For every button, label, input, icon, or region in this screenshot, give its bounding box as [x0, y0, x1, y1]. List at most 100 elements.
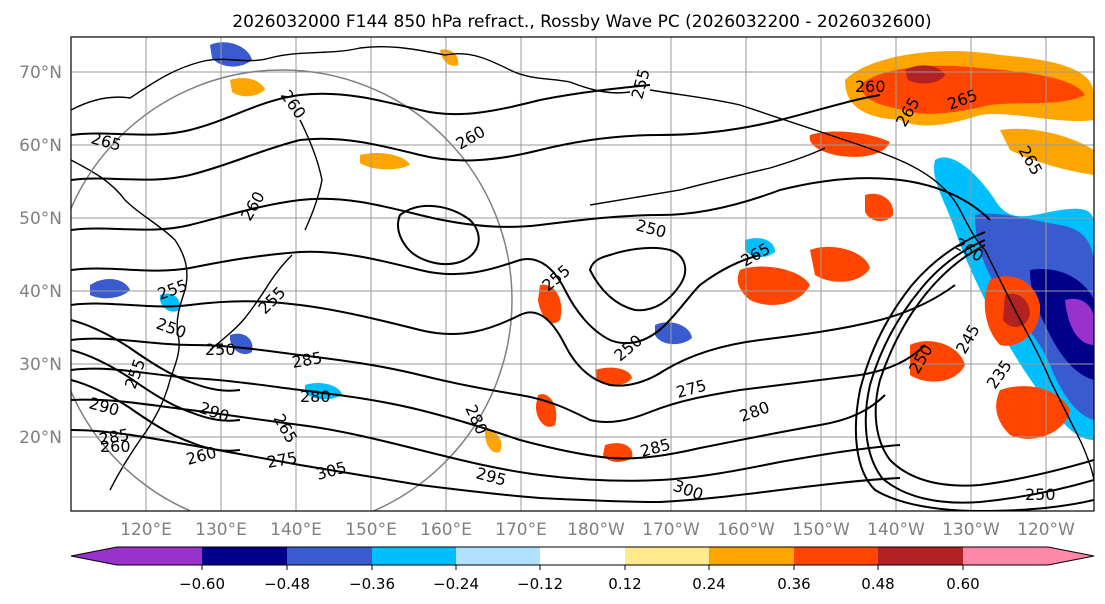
gridlines	[71, 37, 1094, 511]
colorbar-segment	[709, 547, 794, 565]
map-panel: 265 260 260 255 260 265 265 265 260 250 …	[70, 36, 1095, 512]
coastline-north-america-west	[984, 249, 1094, 481]
contour-gradient-west-3	[71, 379, 241, 452]
colorbar-segment	[456, 547, 540, 565]
colorbar-segment	[625, 547, 709, 565]
colorbar-segment	[287, 547, 372, 565]
lat-tick-label: 40°N	[19, 282, 62, 302]
contour-295-south	[71, 398, 901, 482]
contour-gradient-east-2	[864, 239, 1094, 504]
lon-tick-label: 170°W	[642, 520, 700, 540]
colorbar-segment	[963, 547, 1094, 565]
colorbar-label: 0.60	[946, 575, 979, 593]
lon-tick-label: 160°W	[717, 520, 775, 540]
great-circle-arc	[71, 69, 513, 511]
colorbar-label: 0.12	[608, 575, 641, 593]
lon-tick-label: 180°W	[567, 520, 625, 540]
contour-gradient-west-2	[71, 349, 241, 422]
contour-label: 250	[1025, 485, 1056, 504]
longitude-labels: 120°E 130°E 140°E 150°E 160°E 170°E 180°…	[120, 520, 1075, 540]
coastline-japan	[209, 254, 293, 351]
anomaly-patch-central-b	[810, 246, 870, 282]
colorbar-segment	[71, 547, 202, 565]
coastline-asia-east	[71, 159, 188, 491]
lon-tick-label: 150°W	[792, 520, 850, 540]
colorbar-label: −0.60	[179, 575, 225, 593]
anomaly-patch-bering-negative	[745, 238, 775, 258]
contour-265-mid	[71, 284, 956, 387]
lat-tick-label: 70°N	[19, 63, 62, 83]
contour-285-south	[71, 367, 886, 460]
colorbar-outline	[70, 546, 1095, 566]
colorbar-segments	[71, 547, 1094, 565]
lon-tick-label: 120°E	[120, 520, 172, 540]
lon-tick-label: 130°E	[195, 520, 247, 540]
anomaly-patch-subtropical-east	[996, 386, 1070, 439]
contour-265-north	[71, 84, 651, 136]
colorbar-segment	[878, 547, 963, 565]
anomaly-patch-okhotsk	[230, 78, 265, 97]
lon-tick-label: 160°E	[420, 520, 472, 540]
anomaly-patch-central-a	[737, 266, 810, 305]
contour-aleutian-low	[588, 246, 687, 312]
colorbar-label: −0.24	[433, 575, 479, 593]
colorbar-segment	[372, 547, 456, 565]
anomaly-patch-central-d	[538, 284, 562, 324]
colorbar-segment	[794, 547, 878, 565]
coastline-kamchatka	[299, 119, 323, 231]
contour-label: 260	[100, 437, 131, 456]
colorbar: −0.60 −0.48 −0.36 −0.24 −0.12 0.12 0.24 …	[70, 546, 1095, 593]
shaded-anomaly-patches	[90, 42, 1094, 462]
contour-260-north	[71, 94, 881, 181]
colorbar-label: 0.24	[692, 575, 725, 593]
coastline-asia-north	[71, 46, 631, 111]
anomaly-patch-east-siberia	[360, 153, 410, 170]
anomaly-patch-china-negative	[90, 278, 130, 299]
colorbar-label: −0.48	[264, 575, 310, 593]
contour-250-wave	[71, 250, 761, 345]
contour-okhotsk-ring	[396, 204, 480, 266]
contour-gradient-east	[874, 244, 1094, 487]
anomaly-patch-bering	[809, 131, 890, 157]
lon-tick-label: 130°W	[942, 520, 1000, 540]
coastlines	[71, 46, 1094, 491]
colorbar-ticks	[201, 565, 964, 570]
anomaly-patch-alaska-core	[905, 65, 945, 84]
anomaly-patch-coast-core	[1003, 293, 1030, 327]
anomaly-patch-central-c	[865, 193, 894, 222]
anomaly-patch-central-e	[595, 367, 632, 385]
lon-tick-label: 150°E	[345, 520, 397, 540]
figure-title: 2026032000 F144 850 hPa refract., Rossby…	[232, 12, 931, 32]
contour-label: 260	[855, 77, 886, 96]
colorbar-segment	[540, 547, 625, 565]
lat-tick-label: 60°N	[19, 136, 62, 156]
contour-label: 250	[205, 340, 236, 359]
latitude-labels: 70°N 60°N 50°N 40°N 30°N 20°N	[19, 63, 62, 448]
coastline-aleutians	[589, 147, 826, 206]
lon-tick-label: 120°W	[1017, 520, 1075, 540]
colorbar-label: 0.36	[777, 575, 810, 593]
lat-tick-label: 30°N	[19, 355, 62, 375]
anomaly-patch-westcoast-purple	[1065, 298, 1094, 345]
contour-275-south	[71, 337, 926, 423]
anomaly-patch-pacific-negative	[655, 322, 692, 345]
colorbar-label: −0.12	[517, 575, 563, 593]
colorbar-label: 0.48	[861, 575, 894, 593]
anomaly-patch-subtropical-halo	[910, 341, 965, 382]
contour-255-mid	[71, 177, 991, 231]
lon-tick-label: 140°E	[270, 520, 322, 540]
anomaly-patch-gulf	[1000, 128, 1094, 175]
contour-gradient-west	[71, 319, 241, 392]
lon-tick-label: 170°E	[495, 520, 547, 540]
map-frame	[70, 36, 1095, 512]
lat-tick-label: 50°N	[19, 209, 62, 229]
lat-tick-label: 20°N	[19, 428, 62, 448]
anomaly-patch-central-h	[484, 429, 502, 453]
contour-label: 280	[300, 387, 331, 406]
colorbar-labels: −0.60 −0.48 −0.36 −0.24 −0.12 0.12 0.24 …	[179, 575, 980, 593]
colorbar-segment	[202, 547, 287, 565]
coastline-alaska	[649, 89, 986, 251]
lon-tick-label: 140°W	[867, 520, 925, 540]
colorbar-label: −0.36	[349, 575, 395, 593]
